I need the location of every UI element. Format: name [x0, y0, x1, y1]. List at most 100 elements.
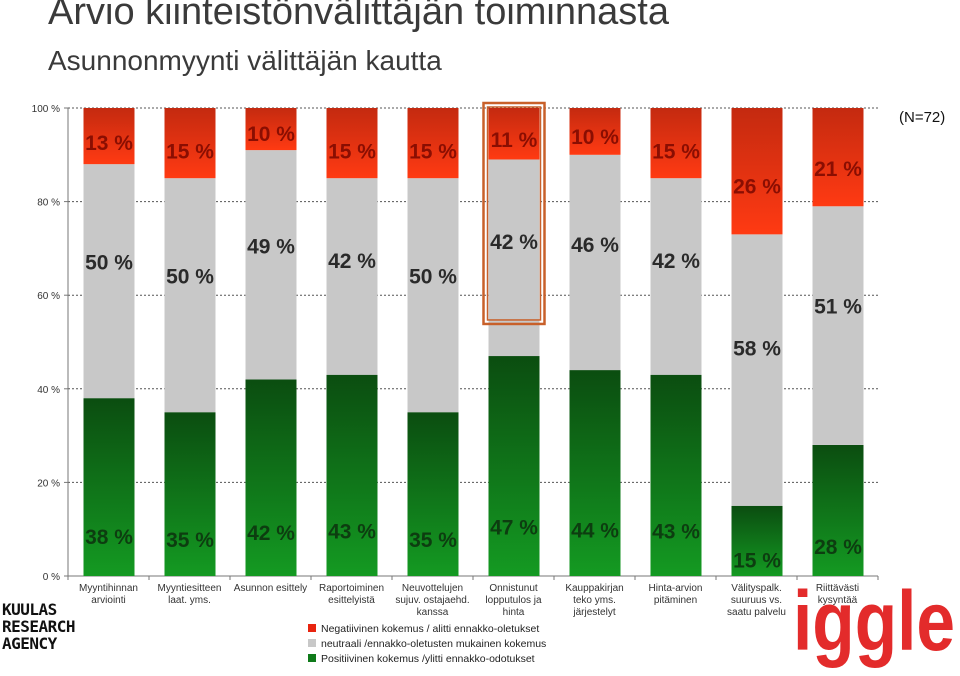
bar-segment-neutral [812, 206, 864, 445]
bar-segment-negative [164, 108, 216, 179]
category-label: Raportoiminen [319, 583, 384, 594]
data-label-positive: 38 % [85, 526, 133, 549]
bar-segment-negative [326, 108, 378, 179]
agency-logo-line: AGENCY [2, 634, 57, 653]
data-label-positive: 15 % [733, 550, 781, 573]
y-tick-label: 80 % [37, 198, 60, 209]
bar-segment-positive [83, 398, 135, 576]
legend-label-neutral: neutraali /ennakko-oletusten mukainen ko… [321, 638, 546, 650]
legend-swatch-positive [308, 654, 316, 662]
highlight-frame [482, 101, 546, 326]
category-label: Kauppakirjan [565, 583, 623, 594]
agency-logo-line: KUULAS [2, 600, 57, 619]
bar-segment-positive [164, 412, 216, 576]
highlight-frame-inner [486, 106, 542, 321]
bar-segment-neutral [650, 178, 702, 375]
bar-segment-neutral [407, 178, 459, 413]
category-label: pitäminen [654, 595, 697, 606]
bar-segment-positive [731, 505, 783, 576]
data-label-neutral: 42 % [490, 231, 538, 254]
data-label-negative: 15 % [652, 141, 700, 164]
bar-segment-positive [650, 374, 702, 576]
legend-swatch-negative [308, 624, 316, 632]
data-label-neutral: 46 % [571, 234, 619, 257]
y-tick-label: 60 % [37, 291, 60, 302]
bar-segment-neutral [83, 164, 135, 399]
data-label-positive: 43 % [328, 521, 376, 544]
category-label: Asunnon esittely [234, 583, 307, 594]
data-label-neutral: 58 % [733, 337, 781, 360]
bar-segment-neutral [164, 178, 216, 413]
category-label: kanssa [417, 607, 449, 618]
category-label: hinta [503, 607, 525, 618]
bar-segment-negative [245, 108, 297, 151]
bar-segment-positive [245, 379, 297, 576]
category-label: Myyntiesitteen [158, 583, 222, 594]
y-tick-label: 100 % [32, 104, 60, 115]
legend-label-positive: Positiivinen kokemus /ylitti ennakko-odo… [321, 653, 535, 665]
agency-logo-line: RESEARCH [2, 617, 76, 636]
data-label-negative: 10 % [247, 123, 295, 146]
bar-segment-negative [731, 108, 783, 235]
category-label: sujuv. ostajaehd. [395, 595, 469, 606]
bar-segment-positive [407, 412, 459, 576]
legend: Negatiivinen kokemus / alitti ennakko-ol… [308, 623, 546, 665]
data-label-neutral: 42 % [328, 250, 376, 273]
data-label-neutral: 42 % [652, 250, 700, 273]
bar-segment-neutral [245, 150, 297, 380]
bar-segment-positive [569, 370, 621, 576]
bar-segment-positive [326, 374, 378, 576]
y-tick-label: 40 % [37, 385, 60, 396]
category-label: arviointi [91, 595, 125, 606]
chart-title: Arvio kiinteistönvälittäjän toiminnasta [48, 0, 669, 33]
bars [83, 108, 864, 576]
bar-segment-neutral [488, 159, 540, 357]
data-label-negative: 15 % [328, 141, 376, 164]
bar-segment-neutral [326, 178, 378, 375]
data-label-positive: 43 % [652, 521, 700, 544]
category-label: laat. yms. [168, 595, 211, 606]
data-label-neutral: 50 % [409, 265, 457, 288]
category-label: Onnistunut [489, 583, 538, 594]
bar-segment-neutral [731, 234, 783, 506]
data-label-neutral: 49 % [247, 235, 295, 258]
kuulas-research-agency-logo: KUULAS RESEARCH AGENCY [2, 600, 76, 653]
legend-swatch-neutral [308, 639, 316, 647]
sample-size-label: (N=72) [899, 109, 946, 126]
chart-subtitle: Asunnonmyynti välittäjän kautta [48, 45, 442, 76]
data-label-negative: 11 % [491, 129, 538, 152]
iggle-logo: iggle [793, 574, 955, 668]
data-label-neutral: 51 % [814, 296, 862, 319]
bar-segment-neutral [569, 154, 621, 371]
bar-segment-positive [488, 356, 540, 576]
data-label-positive: 44 % [571, 520, 619, 543]
category-label: kysyntää [818, 595, 858, 606]
data-label-negative: 15 % [166, 141, 214, 164]
category-label: Hinta-arvion [649, 583, 703, 594]
bar-segment-positive [812, 444, 864, 576]
segment-labels: 38 % 50 % 13 % 35 % 50 % 15 % 42 % 49 % 10 % 43 %… [85, 101, 862, 573]
data-label-neutral: 50 % [85, 251, 133, 274]
legend-label-negative: Negatiivinen kokemus / alitti ennakko-ol… [321, 623, 539, 635]
data-label-negative: 10 % [571, 126, 619, 149]
category-label: esittelyistä [328, 595, 375, 606]
bar-segment-negative [812, 108, 864, 207]
data-label-positive: 42 % [247, 522, 295, 545]
category-label: Välityspalk. [731, 583, 782, 594]
data-label-negative: 15 % [409, 141, 457, 164]
data-label-negative: 21 % [814, 158, 862, 181]
data-label-negative: 13 % [85, 132, 133, 155]
bar-segment-negative [83, 108, 135, 165]
category-label: järjestelyt [572, 607, 615, 618]
data-label-neutral: 50 % [166, 265, 214, 288]
bar-segment-negative [650, 108, 702, 179]
data-label-negative: 26 % [733, 175, 781, 198]
category-label: teko yms. [573, 595, 616, 606]
data-label-positive: 35 % [409, 529, 457, 552]
bar-segment-negative [569, 108, 621, 155]
category-label: Neuvottelujen [402, 583, 463, 594]
iggle-logo-text: iggle [793, 574, 955, 668]
category-label: suuruus vs. [731, 595, 782, 606]
